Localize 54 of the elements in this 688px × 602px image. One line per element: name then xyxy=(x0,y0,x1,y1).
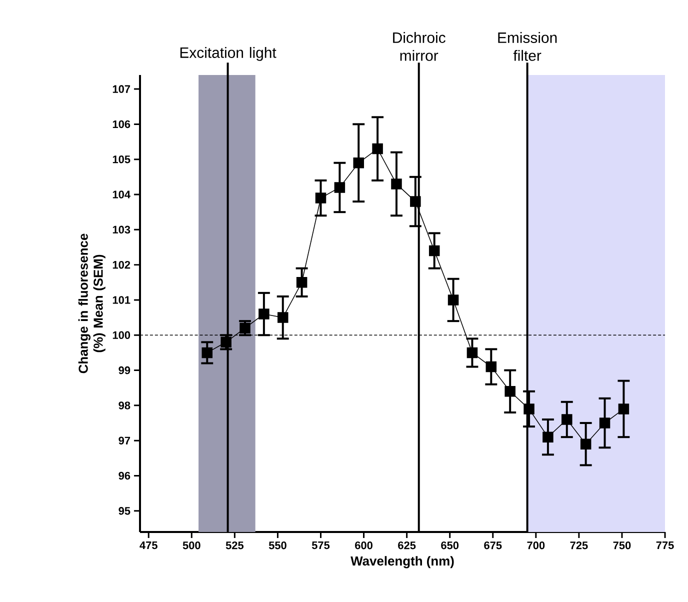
point xyxy=(391,178,402,190)
y-tick-label: 101 xyxy=(112,296,130,304)
point xyxy=(277,312,288,323)
point xyxy=(315,192,326,204)
ref-line-label: Dichroic mirror xyxy=(393,32,446,61)
point xyxy=(580,438,592,450)
y-tick-label: 103 xyxy=(112,226,130,234)
y-tick-label: 106 xyxy=(112,120,130,128)
x-tick-label: 700 xyxy=(527,541,545,550)
point xyxy=(220,336,232,348)
point xyxy=(524,404,534,414)
point xyxy=(618,404,630,414)
y-tick-label: 98 xyxy=(118,402,130,410)
ref-line-label: Excitation light xyxy=(180,46,276,61)
point xyxy=(504,386,516,397)
y-tick-label: 102 xyxy=(112,260,130,269)
point xyxy=(599,418,610,428)
point xyxy=(202,347,213,358)
y-tick-label: 96 xyxy=(118,472,130,480)
x-tick-label: 575 xyxy=(312,541,330,550)
y-tick-label: 95 xyxy=(118,507,130,515)
x-axis-title: Wavelength (nm) xyxy=(350,556,454,568)
point xyxy=(486,361,497,372)
point xyxy=(240,322,250,334)
x-tick-label: 650 xyxy=(441,541,459,550)
point xyxy=(353,157,364,168)
point xyxy=(258,308,270,320)
point xyxy=(562,414,572,425)
point xyxy=(428,245,440,256)
x-tick-label: 550 xyxy=(268,541,286,550)
y-tick-label: 97 xyxy=(118,436,130,444)
x-tick-label: 675 xyxy=(484,541,502,550)
x-tick-label: 625 xyxy=(398,541,416,550)
point xyxy=(466,347,478,358)
point xyxy=(372,143,383,154)
x-tick-label: 525 xyxy=(226,541,244,550)
point xyxy=(410,196,421,207)
y-axis-title: Change in fluoresence (%) Mean (SEM) xyxy=(78,234,106,374)
y-tick-label: 105 xyxy=(112,155,130,164)
x-tick-label: 775 xyxy=(656,541,674,550)
x-tick-label: 600 xyxy=(355,541,372,550)
x-tick-label: 725 xyxy=(570,541,588,550)
point xyxy=(334,182,346,193)
ref-line-label: Emission filter xyxy=(498,32,557,61)
x-tick-label: 475 xyxy=(140,541,158,550)
y-tick-label: 107 xyxy=(112,85,130,93)
x-tick-label: 750 xyxy=(613,541,631,550)
y-tick-label: 100 xyxy=(112,331,130,340)
y-tick-label: 104 xyxy=(112,190,130,198)
point xyxy=(448,294,459,306)
point xyxy=(542,432,554,442)
y-tick-label: 99 xyxy=(118,366,130,374)
point xyxy=(296,277,308,288)
x-tick-label: 500 xyxy=(182,541,200,550)
